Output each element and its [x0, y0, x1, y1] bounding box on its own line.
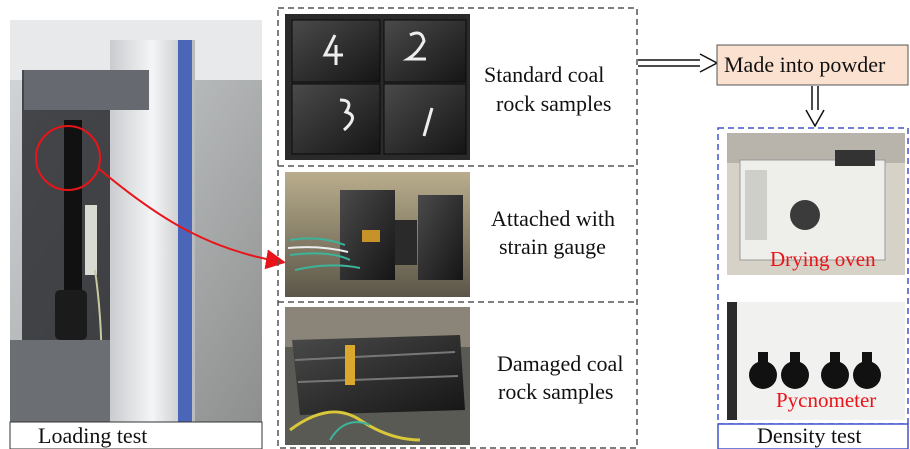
arrow: [638, 54, 717, 72]
process-label: Made into powder: [724, 52, 886, 77]
text-line: Standard coal: [484, 62, 604, 87]
text-line: rock samples: [496, 91, 611, 116]
standard-samples-photo: [285, 14, 470, 160]
diagram: Loading test Standard coal rock samples: [0, 0, 910, 449]
arrow: [806, 86, 824, 126]
text-line: rock samples: [498, 379, 613, 404]
photo-label: Drying oven: [770, 247, 876, 271]
text-line: Attached with: [491, 206, 615, 231]
text-line: Damaged coal: [497, 351, 623, 376]
loading-photo: [10, 20, 282, 422]
step-label: Attached with strain gauge: [491, 206, 615, 259]
photo-label: Pycnometer: [776, 388, 876, 412]
text-line: strain gauge: [499, 234, 606, 259]
strain-gauge-photo: [285, 172, 470, 297]
step-label: Standard coal rock samples: [484, 62, 611, 116]
caption: Loading test: [38, 423, 147, 448]
caption: Density test: [757, 423, 862, 448]
damaged-samples-photo: [285, 307, 470, 445]
step-label: Damaged coal rock samples: [497, 351, 623, 404]
